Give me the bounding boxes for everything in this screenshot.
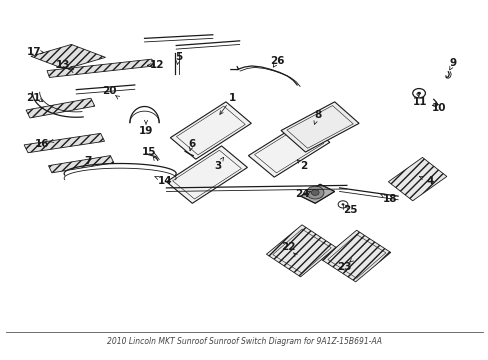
Text: 7: 7: [83, 156, 91, 166]
Polygon shape: [166, 146, 247, 203]
Polygon shape: [300, 184, 334, 203]
Polygon shape: [248, 121, 329, 177]
Text: 13: 13: [56, 60, 70, 70]
Circle shape: [311, 190, 319, 195]
Text: 16: 16: [35, 139, 49, 149]
Text: 14: 14: [158, 176, 172, 186]
Polygon shape: [24, 134, 104, 153]
Polygon shape: [266, 225, 335, 277]
Text: 6: 6: [188, 139, 195, 149]
Text: 1: 1: [228, 93, 235, 103]
Text: 11: 11: [412, 97, 427, 107]
Polygon shape: [321, 230, 390, 282]
Text: 8: 8: [313, 110, 321, 120]
Circle shape: [341, 203, 344, 206]
Text: 5: 5: [175, 52, 182, 62]
Polygon shape: [31, 44, 105, 69]
Polygon shape: [47, 59, 154, 77]
Text: 2010 Lincoln MKT Sunroof Sunroof Switch Diagram for 9A1Z-15B691-AA: 2010 Lincoln MKT Sunroof Sunroof Switch …: [107, 337, 381, 346]
Text: 10: 10: [430, 103, 445, 113]
Polygon shape: [26, 98, 95, 118]
Circle shape: [306, 186, 324, 199]
Polygon shape: [170, 102, 251, 159]
Text: 21: 21: [26, 93, 41, 103]
Circle shape: [416, 92, 420, 95]
Polygon shape: [281, 102, 358, 152]
Text: 17: 17: [26, 46, 41, 57]
Text: 26: 26: [270, 56, 285, 66]
Text: 4: 4: [425, 176, 432, 186]
Text: 12: 12: [149, 60, 163, 70]
Text: 22: 22: [281, 242, 295, 252]
Text: 2: 2: [300, 161, 307, 171]
Text: 25: 25: [343, 206, 357, 216]
Polygon shape: [48, 156, 114, 173]
Text: 18: 18: [382, 194, 396, 204]
Text: 15: 15: [142, 147, 156, 157]
Text: 3: 3: [214, 161, 221, 171]
Text: 9: 9: [448, 58, 456, 68]
Text: 20: 20: [102, 86, 116, 96]
Text: 23: 23: [337, 262, 351, 272]
Polygon shape: [387, 157, 446, 201]
Text: 19: 19: [139, 126, 153, 135]
Text: 24: 24: [294, 189, 309, 199]
